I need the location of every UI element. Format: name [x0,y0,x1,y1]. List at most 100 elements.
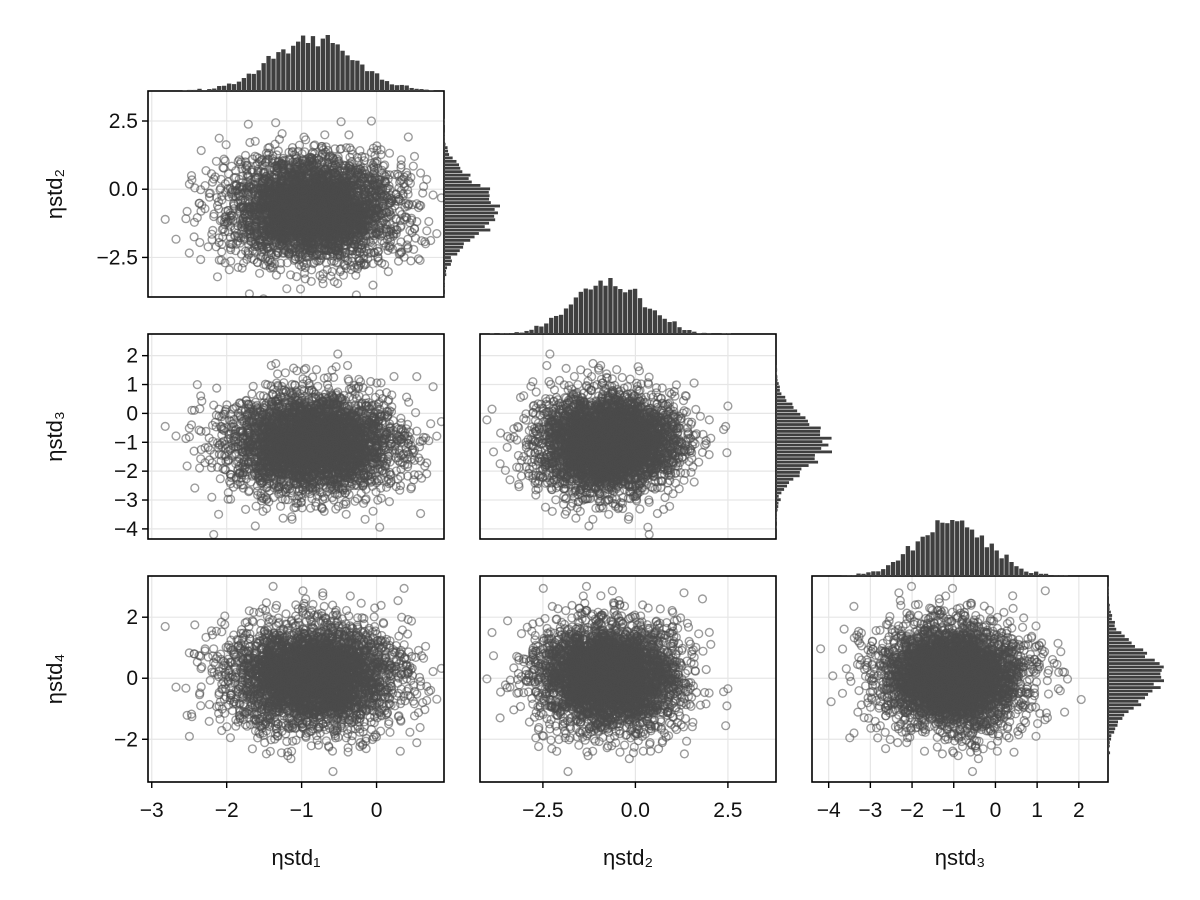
y-tick-label: 0.0 [109,178,138,201]
scatter-point [402,240,412,250]
scatter-point [238,171,248,181]
scatter-point [337,234,347,244]
scatter-point [192,213,202,223]
scatter-point [233,198,243,208]
scatter-point [399,179,409,189]
scatter-point [266,360,276,371]
scatter-point [359,258,369,268]
scatter-point [409,223,420,234]
scatter-point [203,242,213,252]
scatter-point [294,231,304,241]
scatter-point [390,169,400,180]
scatter-point [271,358,281,369]
scatter-point [214,133,224,143]
scatter-point [406,172,416,183]
scatter-point [308,193,319,204]
scatter-point [390,222,400,232]
scatter-point [336,265,346,275]
scatter-point [310,140,320,150]
y-tick-label: 2.5 [109,110,138,133]
scatter-point [330,144,340,154]
scatter-point [240,150,251,161]
scatter-point [365,172,375,182]
scatter-point [308,157,318,168]
scatter-point [403,244,413,254]
scatter-point [366,164,377,174]
scatter-point [221,211,231,221]
scatter-point [189,232,199,242]
scatter-point [244,198,255,208]
scatter-point [346,145,356,155]
scatter-point [382,193,393,203]
scatter-point [228,192,238,202]
scatter-point [242,188,252,198]
scatter-point [360,196,371,206]
scatter-point [234,155,245,165]
scatter-point [294,140,305,150]
scatter-point [321,142,331,152]
scatter-point [397,174,408,185]
scatter-point [300,263,311,273]
scatter-point [267,163,277,173]
scatter-point [269,164,279,174]
scatter-point [379,238,389,248]
scatter-point [377,236,387,246]
scatter-point [259,244,269,254]
scatter-point [299,189,309,199]
scatter-point [330,242,340,252]
scatter-point [282,258,292,268]
scatter-point [405,178,416,189]
scatter-point [372,378,382,388]
scatter-point [402,392,412,402]
scatter-point [315,255,325,265]
scatter-point [347,210,358,220]
scatter-point [293,146,303,156]
scatter-point [181,214,191,224]
scatter-point [292,157,302,167]
scatter-point [237,222,247,232]
scatter-point [209,211,219,222]
scatter-point [259,294,268,297]
scatter-point [341,161,351,171]
scatter-point [414,200,425,210]
scatter-point [299,268,310,278]
scatter-point [383,267,393,277]
scatter-point [270,202,280,212]
scatter-point [428,382,438,392]
scatter-point [424,216,434,227]
scatter-point [252,257,263,267]
scatter-point [354,374,364,384]
scatter-point [354,211,364,221]
scatter-point [264,154,274,164]
scatter-point [245,205,255,215]
scatter-point [217,195,227,205]
scatter-point [208,225,218,236]
scatter-point [276,265,286,275]
scatter-point [376,179,386,189]
scatter-point [311,233,321,243]
scatter-point [355,179,365,189]
scatter-point [277,129,287,139]
scatter-point [295,249,305,259]
scatter-point [244,289,254,297]
scatter-point [250,197,260,207]
scatter-point [250,136,260,146]
scatter-point [403,132,413,142]
scatter-point [238,220,248,230]
scatter-point [215,185,225,195]
scatter-point [307,197,317,207]
scatter-point [264,236,274,247]
scatter-point [395,177,405,188]
scatter-point [371,191,381,201]
scatter-point [352,225,362,235]
scatter-point [196,185,206,195]
scatter-point [271,118,281,128]
scatter-point [366,116,377,126]
scatter-point [344,170,355,180]
scatter-point [285,162,295,173]
scatter-point [316,165,326,175]
scatter-point [226,256,236,266]
y-tick-label: −2.5 [97,246,138,269]
scatter-point [339,251,349,262]
